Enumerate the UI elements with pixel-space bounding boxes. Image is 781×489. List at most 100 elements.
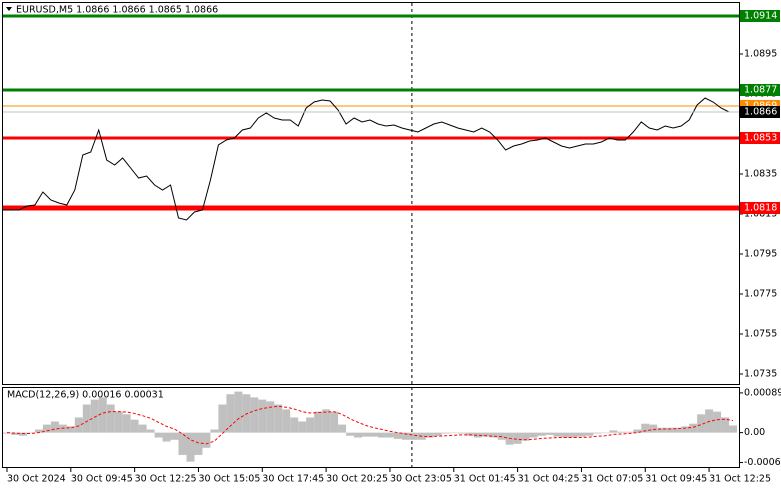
price-line xyxy=(3,97,730,221)
macd-bar xyxy=(529,432,538,438)
macd-bar xyxy=(673,427,682,433)
x-tick-label: 30 Oct 09:45 xyxy=(71,474,133,485)
macd-bar xyxy=(354,432,363,438)
y-tick-label: 0.00089 xyxy=(744,387,781,398)
macd-bar xyxy=(258,399,267,433)
macd-bar xyxy=(42,424,51,433)
macd-bar xyxy=(66,426,75,433)
macd-bar xyxy=(226,394,235,433)
level-label: 1.0877 xyxy=(744,85,777,96)
macd-bar xyxy=(585,432,594,436)
macd-bar xyxy=(577,432,586,437)
x-tick-label: 30 Oct 17:45 xyxy=(262,474,324,485)
macd-bar xyxy=(729,425,738,433)
y-tick-label: 1.0895 xyxy=(744,49,777,60)
macd-bar xyxy=(370,432,378,437)
macd-bar xyxy=(513,432,522,444)
price-panel xyxy=(2,2,740,385)
macd-bar xyxy=(130,419,139,433)
x-tick-label: 31 Oct 04:25 xyxy=(518,474,580,485)
macd-bar xyxy=(697,414,706,433)
macd-bar xyxy=(441,432,450,434)
macd-bar xyxy=(425,432,434,438)
macd-bar xyxy=(561,432,570,438)
macd-bar xyxy=(593,432,602,434)
macd-bar xyxy=(250,397,259,433)
level-label-box xyxy=(740,84,780,96)
macd-bar xyxy=(481,432,490,437)
current-price-label: 1.0866 xyxy=(744,107,777,118)
x-tick-label: 30 Oct 20:25 xyxy=(326,474,388,485)
macd-bar xyxy=(154,432,163,438)
macd-bar xyxy=(409,432,418,440)
macd-bar xyxy=(274,404,283,433)
macd-bar xyxy=(553,432,562,437)
macd-bar xyxy=(545,432,554,435)
macd-bar xyxy=(186,432,195,462)
macd-bar xyxy=(537,432,546,436)
x-tick-label: 31 Oct 12:25 xyxy=(709,474,771,485)
macd-bar xyxy=(346,432,355,436)
macd-bar xyxy=(98,397,107,433)
x-tick-label: 31 Oct 07:05 xyxy=(581,474,643,485)
y-tick-label: -0.00067 xyxy=(744,457,781,468)
macd-bar xyxy=(322,409,331,433)
x-tick-label: 30 Oct 23:05 xyxy=(390,474,452,485)
macd-bar xyxy=(90,399,99,433)
macd-bar xyxy=(689,423,698,433)
macd-bar xyxy=(74,417,83,433)
macd-bar xyxy=(362,432,371,437)
macd-bar xyxy=(617,431,626,433)
macd-bar xyxy=(18,432,27,436)
macd-bar xyxy=(234,391,243,433)
macd-bar xyxy=(433,432,442,436)
macd-bar xyxy=(401,432,410,440)
macd-bar xyxy=(10,432,19,435)
macd-bar xyxy=(633,429,642,433)
level-label: 1.0914 xyxy=(744,11,777,22)
level-label: 1.0853 xyxy=(744,133,777,144)
macd-bar xyxy=(625,431,634,433)
macd-bar xyxy=(114,411,123,433)
level-label: 1.0818 xyxy=(744,203,777,214)
macd-bar xyxy=(649,424,658,433)
macd-bar xyxy=(218,404,227,433)
macd-bar xyxy=(457,432,466,434)
macd-bar xyxy=(338,424,347,433)
macd-bar xyxy=(170,432,179,440)
macd-bar xyxy=(290,417,299,433)
x-tick-label: 30 Oct 12:25 xyxy=(135,474,197,485)
y-tick-label: 1.0835 xyxy=(744,169,777,180)
macd-bar xyxy=(377,432,386,438)
macd-bar xyxy=(282,409,291,433)
level-label-box xyxy=(740,132,780,144)
y-tick-label: 1.0775 xyxy=(744,289,777,300)
y-tick-label: 1.0755 xyxy=(744,329,777,340)
macd-bar xyxy=(665,427,674,433)
macd-bar xyxy=(298,421,307,433)
x-tick-label: 31 Oct 01:45 xyxy=(454,474,516,485)
macd-bar xyxy=(50,421,59,433)
macd-bar xyxy=(713,411,722,433)
macd-bar xyxy=(330,411,339,433)
macd-bar xyxy=(306,417,315,433)
signal-line xyxy=(6,405,734,445)
macd-bar xyxy=(609,430,618,433)
macd-bar xyxy=(178,432,187,455)
macd-bar xyxy=(106,404,115,433)
macd-bar xyxy=(138,424,147,433)
current-price-box xyxy=(740,106,780,118)
macd-bar xyxy=(569,432,578,438)
macd-bar xyxy=(82,404,91,433)
macd-bar xyxy=(314,411,323,433)
macd-bar xyxy=(521,432,530,441)
macd-bar xyxy=(489,432,498,438)
macd-bar xyxy=(210,429,219,433)
x-tick-label: 30 Oct 2024 xyxy=(7,474,66,485)
macd-bar xyxy=(122,414,131,433)
macd-title: MACD(12,26,9) 0.00016 0.00031 xyxy=(7,390,164,401)
chart-title: EURUSD,M5 1.0866 1.0866 1.0865 1.0866 xyxy=(16,5,218,16)
macd-bar xyxy=(194,432,203,455)
y-tick-label: 0.00 xyxy=(744,427,765,438)
level-label-box xyxy=(740,202,780,214)
